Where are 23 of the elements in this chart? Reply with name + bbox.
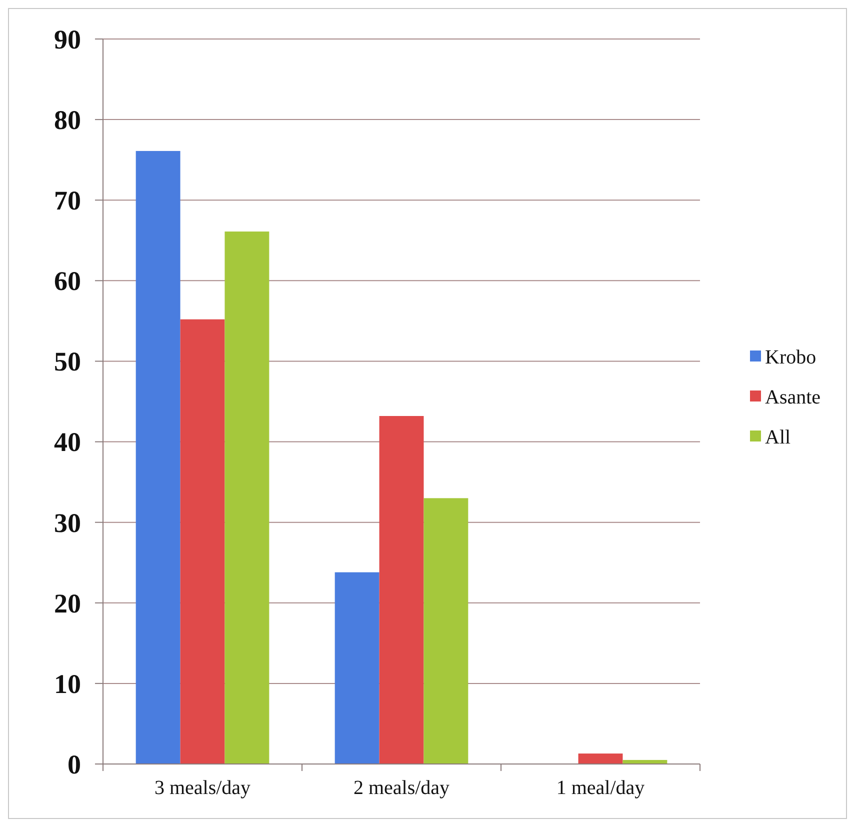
y-tick-label: 60 [54, 266, 81, 296]
y-tick-label: 70 [54, 186, 81, 216]
bar [424, 498, 468, 764]
bar [379, 416, 424, 764]
y-tick-label: 10 [54, 668, 81, 699]
legend-label: Asante [765, 386, 821, 408]
y-tick-label: 20 [54, 588, 81, 618]
bar [180, 319, 225, 764]
x-tick-label: 3 meals/day [154, 777, 251, 799]
x-tick-label: 2 meals/day [353, 777, 450, 799]
bar [136, 150, 180, 764]
legend-label: Krobo [765, 346, 816, 368]
y-tick-label: 30 [54, 508, 81, 538]
y-tick-label: 0 [68, 749, 81, 780]
legend-label: All [765, 426, 791, 448]
bar [224, 232, 270, 764]
y-tick-label: 80 [54, 105, 81, 136]
bar [578, 754, 623, 764]
x-tick-label: 1 meal/day [556, 777, 645, 799]
y-tick-label: 50 [54, 346, 81, 377]
y-tick-label: 90 [54, 24, 81, 54]
y-tick-label: 40 [54, 427, 81, 458]
bar [334, 572, 380, 764]
